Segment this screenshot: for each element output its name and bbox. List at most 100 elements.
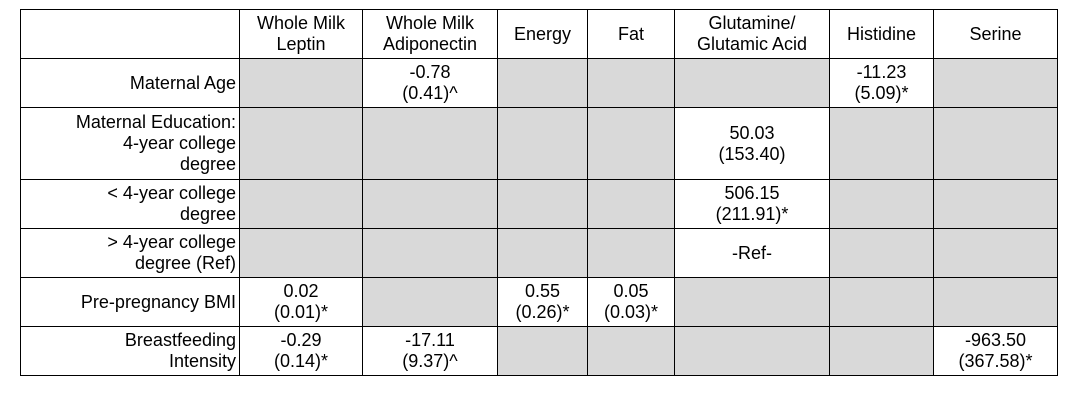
column-header: Histidine [829, 9, 934, 59]
value-line: 0.02 [283, 281, 319, 301]
value-line: -963.50 [964, 330, 1027, 350]
column-header-line: Serine [969, 23, 1022, 44]
column-header-line: Fat [617, 23, 644, 44]
column-header-line: Glutamic Acid [696, 34, 808, 54]
value-cell: -11.23 (5.09)* [829, 58, 934, 108]
row-label: Maternal Age [20, 58, 240, 108]
column-header-line: Whole Milk [256, 13, 345, 33]
table-row: Maternal Education: 4-year college degree 5… [20, 107, 1058, 180]
value-cell: -17.11 (9.37)^ [362, 326, 498, 376]
column-header-line: Histidine [846, 23, 917, 44]
column-header: Glutamine/Glutamic Acid [674, 9, 830, 59]
value-line: -11.23 [856, 62, 907, 82]
column-header: Serine [933, 9, 1058, 59]
table-row: < 4-year college degree 506.15 (211.91)* [20, 179, 1058, 229]
value-line: 506.15 [724, 183, 780, 203]
value-line: 0.05 [613, 281, 649, 301]
table-row: > 4-year college degree (Ref) -Ref- [20, 228, 1058, 278]
column-header-line: Whole Milk [385, 13, 474, 33]
row-label: Pre-pregnancy BMI [20, 277, 240, 327]
row-label: < 4-year college degree [20, 179, 240, 229]
value-cell: 0.05 (0.03)* [587, 277, 675, 327]
row-label-line: > 4-year college [107, 232, 236, 252]
row-label-line: degree [179, 204, 236, 224]
empty-shaded-cell [587, 179, 675, 229]
empty-shaded-cell [362, 179, 498, 229]
value-line: -Ref- [732, 242, 772, 263]
column-header-line: Glutamine/ [708, 13, 796, 33]
row-label-line: Maternal Education: [75, 112, 236, 132]
empty-shaded-cell [829, 277, 934, 327]
row-label-line: degree (Ref) [134, 253, 236, 273]
empty-shaded-cell [239, 228, 363, 278]
row-label-line: Intensity [168, 351, 236, 371]
empty-shaded-cell [587, 107, 675, 180]
value-line: 0.55 [524, 281, 561, 301]
value-cell: 0.55 (0.26)* [497, 277, 588, 327]
row-label-line: degree [179, 154, 236, 174]
row-label: > 4-year college degree (Ref) [20, 228, 240, 278]
empty-shaded-cell [362, 228, 498, 278]
empty-shaded-cell [674, 326, 830, 376]
empty-shaded-cell [497, 326, 588, 376]
column-header: Whole Milk Leptin [239, 9, 363, 59]
row-label-line: Breastfeeding [124, 330, 236, 350]
empty-shaded-cell [362, 277, 498, 327]
value-cell: 0.02 (0.01)* [239, 277, 363, 327]
table-row: Maternal Age -0.78 (0.41)^ -11.23 (5.09)* [20, 58, 1058, 108]
row-label-line: < 4-year college [107, 183, 236, 203]
value-cell: 506.15 (211.91)* [674, 179, 830, 229]
value-line: (367.58)* [958, 351, 1033, 371]
value-line: (0.01)* [273, 302, 329, 322]
empty-shaded-cell [829, 179, 934, 229]
value-line: -17.11 [405, 330, 455, 350]
empty-shaded-cell [674, 58, 830, 108]
regression-table: Whole Milk Leptin Whole Milk Adiponectin Ene… [20, 9, 1058, 376]
empty-shaded-cell [829, 228, 934, 278]
column-header: Whole Milk Adiponectin [362, 9, 498, 59]
empty-shaded-cell [933, 228, 1058, 278]
empty-shaded-cell [829, 326, 934, 376]
empty-shaded-cell [674, 277, 830, 327]
empty-shaded-cell [933, 107, 1058, 180]
corner-cell [20, 9, 240, 59]
empty-shaded-cell [829, 107, 934, 180]
value-cell: -0.78 (0.41)^ [362, 58, 498, 108]
value-cell: -0.29 (0.14)* [239, 326, 363, 376]
value-line: (9.37)^ [402, 351, 458, 371]
empty-shaded-cell [587, 228, 675, 278]
column-header: Energy [497, 9, 588, 59]
column-header-line: Adiponectin [382, 34, 478, 54]
column-header: Fat [587, 9, 675, 59]
row-label: Breastfeeding Intensity [20, 326, 240, 376]
empty-shaded-cell [497, 228, 588, 278]
value-cell: -963.50 (367.58)* [933, 326, 1058, 376]
row-label-line: 4-year college [122, 133, 236, 153]
column-header-line: Leptin [276, 34, 326, 54]
empty-shaded-cell [362, 107, 498, 180]
value-line: (5.09)* [854, 83, 909, 103]
empty-shaded-cell [497, 58, 588, 108]
value-line: (0.03)* [603, 302, 659, 322]
value-cell: 50.03 (153.40) [674, 107, 830, 180]
empty-shaded-cell [239, 179, 363, 229]
empty-shaded-cell [239, 58, 363, 108]
value-line: -0.78 [409, 62, 451, 82]
row-label-line: Maternal Age [129, 72, 236, 93]
value-line: 50.03 [729, 122, 775, 143]
value-line: (0.41)^ [402, 83, 458, 103]
empty-shaded-cell [933, 58, 1058, 108]
row-label-line: Pre-pregnancy BMI [80, 291, 236, 312]
table-row: Pre-pregnancy BMI 0.02 (0.01)* 0.55 (0.26)* 0… [20, 277, 1058, 327]
header-row: Whole Milk Leptin Whole Milk Adiponectin Ene… [20, 9, 1058, 59]
table-row: Breastfeeding Intensity -0.29 (0.14)* -17.11… [20, 326, 1058, 376]
empty-shaded-cell [497, 179, 588, 229]
row-label: Maternal Education: 4-year college degree [20, 107, 240, 180]
table-body: Maternal Age -0.78 (0.41)^ -11.23 (5.09)* Mat… [20, 58, 1058, 376]
value-line: (211.91)* [715, 204, 789, 224]
value-line: (153.40) [718, 143, 786, 164]
empty-shaded-cell [933, 277, 1058, 327]
value-line: -0.29 [280, 330, 322, 350]
empty-shaded-cell [933, 179, 1058, 229]
empty-shaded-cell [587, 58, 675, 108]
